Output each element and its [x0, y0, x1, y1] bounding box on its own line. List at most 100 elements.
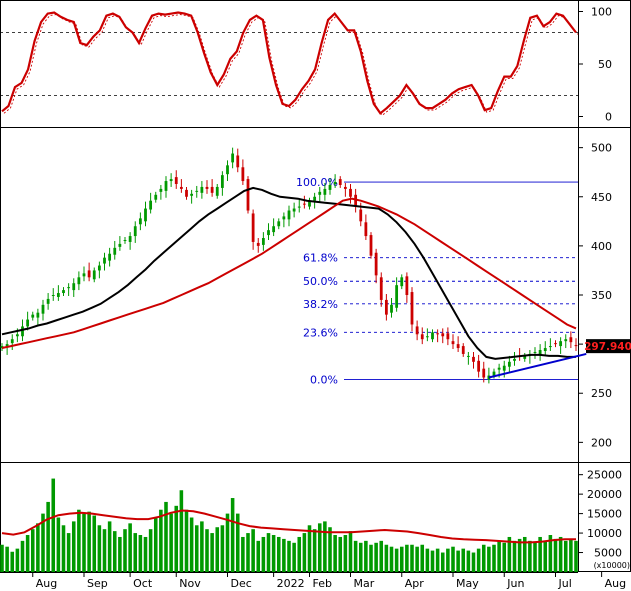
- x-tick-label: May: [456, 577, 479, 590]
- volume-bar: [461, 548, 466, 572]
- volume-bar: [507, 536, 512, 572]
- candle-body: [497, 367, 501, 370]
- candle-body: [169, 179, 173, 182]
- stochastic-layer: [0, 11, 579, 116]
- candle-body: [543, 348, 547, 351]
- x-tick-label: Apr: [405, 577, 425, 590]
- candle-body: [507, 361, 511, 367]
- volume-bar: [287, 540, 291, 572]
- candle-body: [456, 344, 460, 349]
- candle-body: [31, 314, 35, 318]
- volume-bar: [282, 538, 286, 572]
- candle-body: [302, 203, 306, 205]
- volume-ytick-label: 5000: [594, 547, 622, 560]
- candle-body: [338, 179, 342, 185]
- volume-bar: [522, 536, 527, 572]
- volume-bar: [517, 538, 522, 572]
- candle-body: [77, 277, 81, 285]
- candle-body: [369, 235, 373, 256]
- volume-bar: [384, 544, 389, 572]
- candle-body: [374, 252, 378, 276]
- candle-body: [97, 265, 101, 271]
- candle-body: [261, 238, 265, 245]
- stoch-d-line: [3, 14, 579, 116]
- candle-body: [425, 336, 429, 338]
- candle-body: [436, 333, 440, 335]
- volume-bar: [323, 521, 327, 572]
- fib-label: 100.0%: [296, 176, 338, 189]
- volume-bar: [10, 551, 15, 572]
- volume-bar: [225, 513, 230, 572]
- volume-bar: [92, 515, 97, 572]
- candle-body: [472, 356, 475, 362]
- candle-body: [287, 210, 291, 220]
- volume-bar: [66, 533, 71, 572]
- candle-body: [215, 186, 219, 196]
- volume-bar: [471, 552, 476, 572]
- volume-bar: [558, 536, 563, 572]
- volume-bar: [358, 542, 363, 572]
- candle-body: [236, 155, 240, 168]
- candle-body: [267, 230, 270, 236]
- volume-bar: [487, 546, 491, 572]
- volume-bar: [364, 540, 368, 572]
- candle-body: [451, 341, 455, 345]
- candle-body: [67, 287, 71, 289]
- candle-body: [108, 253, 112, 261]
- volume-bar: [169, 513, 173, 572]
- axis-layer: 050100200250300350400450500297.940500010…: [32, 6, 631, 590]
- volume-bar: [46, 501, 50, 572]
- volume-bar: [256, 540, 261, 572]
- candle-body: [185, 189, 188, 197]
- candle-body: [113, 247, 117, 255]
- candle-body: [128, 236, 132, 242]
- candle-body: [36, 312, 40, 318]
- volume-bar: [405, 544, 409, 572]
- candle-body: [118, 243, 122, 247]
- price-ytick-label: 500: [591, 142, 612, 155]
- candle-body: [354, 194, 358, 207]
- candle-body: [149, 200, 153, 210]
- volume-bar: [15, 548, 20, 572]
- x-tick-label: Mar: [354, 577, 375, 590]
- candle-body: [574, 345, 578, 347]
- volume-bar: [512, 540, 517, 572]
- candle-body: [272, 226, 276, 233]
- x-tick-label: Sep: [87, 577, 108, 590]
- candle-body: [466, 355, 470, 357]
- candle-body: [164, 181, 168, 191]
- candle-body: [205, 186, 209, 189]
- volume-bar: [492, 544, 496, 572]
- volume-bar: [466, 550, 471, 572]
- candle-body: [349, 188, 352, 197]
- ma-long-line: [1, 197, 577, 349]
- candle-body: [328, 184, 332, 190]
- volume-bar: [451, 546, 455, 572]
- volume-bar: [379, 540, 384, 572]
- volume-bar: [292, 542, 296, 572]
- volume-bar: [553, 538, 558, 572]
- candle-body: [195, 190, 199, 192]
- candle-body: [390, 304, 393, 313]
- candle-body: [87, 270, 91, 278]
- candle-body: [144, 208, 147, 222]
- volume-bar: [440, 552, 445, 572]
- volume-bar: [415, 546, 419, 572]
- volume-bar: [574, 540, 578, 572]
- candle-body: [15, 334, 19, 337]
- volume-bar: [210, 533, 214, 572]
- stoch-ytick-label: 100: [591, 6, 612, 19]
- volume-bar: [307, 525, 312, 572]
- candle-body: [420, 334, 424, 340]
- candle-body: [359, 209, 363, 222]
- volume-bar: [97, 525, 102, 572]
- volume-bar: [261, 536, 266, 572]
- x-tick-label: Aug: [605, 577, 626, 590]
- volume-ma-line: [1, 509, 576, 544]
- candle-body: [159, 188, 163, 192]
- price-ytick-label: 350: [591, 289, 612, 302]
- volume-bar: [456, 550, 460, 572]
- volume-bar: [399, 546, 404, 572]
- volume-bar: [102, 529, 107, 572]
